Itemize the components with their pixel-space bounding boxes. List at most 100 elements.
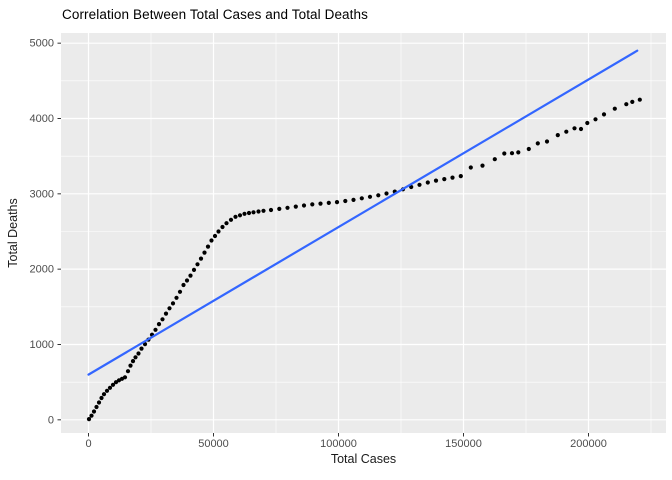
x-tick-label: 150000 (445, 438, 482, 450)
data-point (89, 413, 94, 418)
data-point (170, 301, 176, 306)
data-point (91, 409, 97, 414)
data-point (251, 210, 256, 215)
data-point (242, 211, 247, 216)
data-point (139, 346, 144, 351)
trend-line (87, 49, 639, 376)
data-point (104, 388, 110, 393)
data-point (205, 244, 211, 249)
y-tick-label: 1000 (30, 339, 54, 351)
chart-title: Correlation Between Total Cases and Tota… (62, 7, 368, 22)
data-point (167, 306, 172, 311)
data-point (86, 417, 92, 422)
x-axis-title: Total Cases (330, 452, 397, 466)
x-tick-label: 200000 (570, 438, 607, 450)
data-point (502, 151, 507, 156)
data-point (256, 209, 261, 214)
data-point (450, 175, 455, 180)
data-point (268, 207, 274, 213)
data-point (113, 380, 119, 385)
data-point (334, 200, 340, 205)
data-point (376, 193, 381, 198)
data-point (637, 97, 642, 102)
data-point (184, 278, 190, 283)
data-point (195, 262, 200, 267)
data-point (624, 102, 629, 107)
x-tick-label: 100000 (320, 438, 357, 450)
data-point (293, 204, 298, 209)
data-point (277, 206, 282, 211)
x-tick-label: 0 (85, 438, 91, 450)
data-point (110, 382, 116, 387)
data-point (101, 392, 107, 397)
data-point (209, 238, 214, 243)
data-point (593, 117, 598, 122)
data-point (160, 317, 165, 322)
data-point (458, 174, 463, 179)
data-point (359, 196, 364, 201)
data-point (578, 126, 584, 132)
data-point (233, 214, 238, 219)
data-point (544, 139, 550, 144)
y-axis-title: Total Deaths (6, 198, 20, 268)
data-point (107, 385, 113, 390)
data-point (535, 141, 540, 146)
y-tick-label: 2000 (30, 264, 54, 276)
data-point (384, 191, 389, 196)
data-point (216, 229, 221, 234)
y-tick-label: 0 (48, 414, 54, 426)
data-point (130, 359, 136, 364)
data-point (177, 289, 183, 294)
y-tick-label: 5000 (30, 38, 54, 50)
data-point (181, 282, 186, 288)
data-point (285, 205, 290, 210)
data-point (133, 355, 138, 360)
data-point (163, 311, 169, 316)
data-point (318, 201, 323, 206)
data-point (417, 182, 422, 187)
data-point (612, 106, 617, 111)
data-point (246, 210, 252, 216)
data-point (526, 146, 531, 152)
data-point (212, 233, 218, 239)
data-point (630, 99, 635, 104)
data-point (198, 256, 204, 261)
data-point (301, 203, 307, 208)
data-point (601, 112, 607, 117)
data-point (136, 351, 141, 356)
data-point (310, 202, 315, 207)
data-point (153, 327, 158, 332)
data-point (94, 404, 99, 410)
x-tick-label: 50000 (198, 438, 229, 450)
data-point (174, 295, 179, 300)
plot-panel (61, 33, 666, 433)
y-tick-label: 3000 (30, 188, 54, 200)
data-point (425, 180, 430, 185)
data-point (128, 363, 133, 368)
data-point (156, 322, 162, 327)
data-point (509, 151, 515, 156)
data-point (442, 177, 447, 182)
data-point (191, 267, 197, 272)
data-point (468, 165, 473, 170)
data-point (220, 224, 225, 230)
data-point (516, 150, 521, 155)
data-point (122, 375, 128, 380)
data-point (555, 133, 560, 138)
data-point (224, 221, 229, 226)
data-point (202, 250, 207, 255)
data-point (367, 194, 373, 199)
y-tick-label: 4000 (30, 113, 54, 125)
data-point (326, 200, 331, 205)
data-point (125, 369, 131, 374)
data-point (188, 273, 193, 278)
data-point (343, 198, 348, 204)
data-point (433, 178, 439, 183)
data-point (228, 217, 234, 222)
data-point (99, 395, 104, 401)
data-point (261, 208, 266, 213)
data-point (96, 400, 102, 405)
data-point (480, 163, 485, 168)
